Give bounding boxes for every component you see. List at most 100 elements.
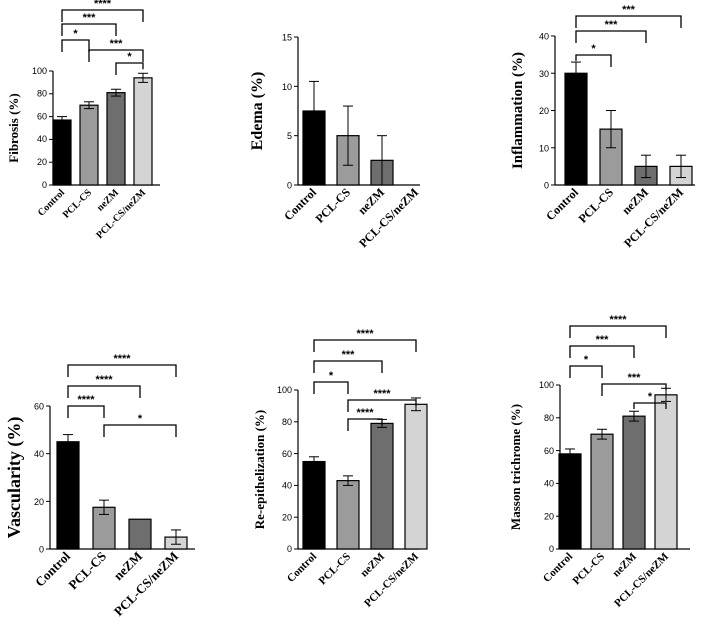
x-tick-label: PCL-CS/neZM	[356, 185, 421, 250]
significance-label: ****	[609, 314, 627, 326]
y-axis-title: Edema (%)	[249, 72, 266, 151]
y-tick-label: 20	[282, 512, 292, 522]
significance-label: ****	[113, 353, 131, 365]
y-axis-title: Inflammation (%)	[510, 52, 526, 169]
y-tick-label: 10	[282, 82, 292, 92]
significance-bracket	[67, 405, 105, 418]
y-tick-label: 40	[544, 479, 554, 489]
y-tick-label: 100	[32, 66, 47, 76]
y-tick-label: 20	[37, 157, 47, 167]
significance-bracket	[61, 23, 117, 36]
significance-label: *	[584, 354, 589, 366]
y-tick-label: 0	[39, 545, 44, 555]
x-tick-label: PCL-CS	[313, 185, 354, 226]
y-tick-label: 0	[549, 544, 554, 554]
x-tick-label: PCL-CS	[317, 551, 354, 588]
y-tick-label: 5	[287, 131, 292, 141]
y-tick-label: 0	[287, 181, 292, 191]
y-tick-label: 20	[539, 106, 549, 116]
y-tick-label: 20	[34, 497, 44, 507]
significance-label: ***	[628, 372, 642, 384]
bar-control	[564, 72, 588, 186]
y-tick-label: 10	[539, 143, 549, 153]
significance-label: ****	[373, 388, 391, 400]
significance-label: *	[648, 391, 653, 403]
significance-label: *	[127, 51, 132, 63]
y-tick-label: 0	[544, 181, 549, 191]
x-tick-label: PCL-CS	[571, 551, 608, 588]
bar-pcl-cs	[336, 480, 360, 550]
bar-control	[56, 441, 80, 550]
y-tick-label: 0	[42, 180, 47, 190]
bar-pcl-cs-nezm	[654, 394, 678, 550]
significance-bracket	[313, 360, 383, 373]
x-tick-label: neZM	[619, 185, 651, 217]
bar-nezm	[106, 92, 126, 186]
significance-label: ****	[356, 407, 374, 419]
x-tick-label: neZM	[358, 550, 387, 579]
significance-bracket	[347, 399, 417, 412]
bar-pcl-cs-nezm	[133, 77, 153, 186]
significance-bracket	[88, 49, 144, 62]
significance-bracket	[67, 385, 141, 398]
x-tick-label: PCL-CS	[65, 549, 109, 593]
significance-label: *	[73, 28, 78, 40]
significance-label: ***	[83, 12, 97, 24]
bar-control	[558, 453, 582, 550]
significance-bracket	[569, 325, 667, 338]
significance-bracket	[575, 15, 682, 28]
significance-bracket	[313, 339, 417, 352]
bar-control	[52, 119, 72, 186]
bar-pcl-cs	[590, 433, 614, 550]
y-tick-label: 15	[282, 33, 292, 43]
y-tick-label: 40	[282, 481, 292, 491]
y-tick-label: 80	[544, 413, 554, 423]
significance-bracket	[347, 418, 383, 431]
y-tick-label: 40	[37, 134, 47, 144]
significance-bracket	[103, 424, 177, 437]
x-tick-label: PCL-CS/neZM	[111, 549, 181, 619]
significance-bracket	[67, 364, 177, 377]
y-tick-label: 100	[277, 385, 292, 395]
significance-bracket	[61, 9, 144, 22]
significance-bracket	[601, 383, 667, 396]
significance-label: ***	[605, 19, 619, 31]
y-tick-label: 60	[544, 446, 554, 456]
y-axis-title: Re-epithelization (%)	[252, 410, 267, 530]
y-tick-label: 60	[37, 111, 47, 121]
significance-bracket	[313, 381, 349, 394]
significance-label: ****	[95, 374, 113, 386]
significance-label: ***	[342, 349, 356, 361]
y-tick-label: 60	[282, 449, 292, 459]
significance-label: ****	[77, 394, 95, 406]
bar-nezm	[128, 518, 152, 550]
significance-label: ****	[94, 0, 112, 10]
y-tick-label: 20	[544, 511, 554, 521]
y-axis-title: Masson trichrome (%)	[508, 404, 523, 530]
significance-bracket	[569, 365, 603, 378]
y-tick-label: 80	[282, 417, 292, 427]
x-tick-label: neZM	[355, 185, 387, 217]
significance-label: *	[591, 43, 596, 55]
chart-masson: 0 20 40 60 80 100 Masson trichrome (%) ControlP…	[508, 314, 690, 610]
significance-bracket	[61, 39, 90, 52]
significance-label: ***	[596, 334, 610, 346]
chart-reepithelization: 0 20 40 60 80 100 Re-epithelization (%) Control…	[252, 328, 428, 610]
y-tick-label: 30	[539, 69, 549, 79]
x-tick-label: neZM	[610, 550, 639, 579]
significance-label: ***	[110, 38, 124, 50]
significance-bracket	[115, 62, 144, 75]
significance-bracket	[575, 54, 612, 67]
y-tick-label: 0	[287, 544, 292, 554]
y-axis-title: Vascularity (%)	[4, 417, 25, 539]
significance-label: ***	[622, 4, 636, 16]
x-tick-label: PCL-CS	[61, 187, 95, 221]
bar-pcl-cs-nezm	[404, 403, 428, 550]
bar-control	[302, 460, 326, 550]
y-tick-label: 100	[539, 380, 554, 390]
significance-label: *	[138, 413, 143, 425]
y-tick-label: 40	[34, 449, 44, 459]
